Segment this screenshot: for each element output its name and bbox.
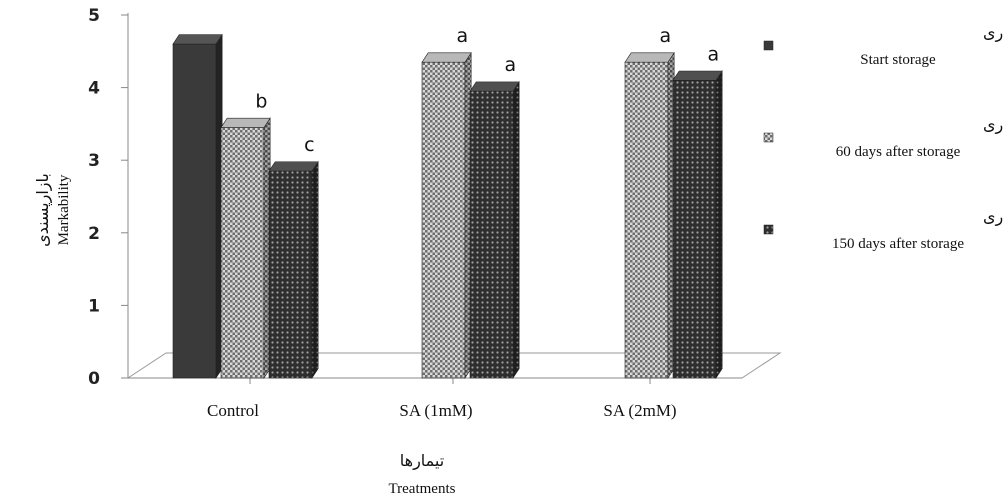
bar-front xyxy=(268,170,313,379)
bar-front xyxy=(469,90,514,379)
significance-label: b xyxy=(255,91,267,113)
legend-label-fa: ۱۵۰ روز نگهداری xyxy=(983,207,1003,227)
significance-label: a xyxy=(457,25,469,47)
bar xyxy=(624,51,675,380)
significance-label: a xyxy=(660,25,672,47)
bar xyxy=(220,117,271,380)
bar-top xyxy=(268,161,319,172)
x-axis-title: Treatments xyxy=(389,481,456,497)
legend: شروع نگهداری Start storage ۶۰ روز نگهداری 6… xyxy=(763,23,1003,252)
significance-label: c xyxy=(304,134,314,156)
bar-top xyxy=(421,52,472,63)
y-tick-label: 0 xyxy=(88,369,100,389)
y-tick-label: 4 xyxy=(88,79,100,99)
category-label: SA (1mM) xyxy=(399,401,472,420)
y-tick-label: 2 xyxy=(88,224,100,244)
bar xyxy=(268,160,319,380)
bar-front xyxy=(672,80,717,379)
legend-label: 150 days after storage xyxy=(832,236,964,252)
bar xyxy=(172,33,223,380)
legend-swatch xyxy=(763,132,774,143)
y-tick-label: 5 xyxy=(88,6,100,26)
legend-swatch xyxy=(763,224,774,235)
x-axis-title-fa: تیمارها xyxy=(400,451,444,471)
bar-side xyxy=(715,69,723,380)
y-tick-labels: 0 1 2 3 4 5 xyxy=(88,6,100,389)
category-label: Control xyxy=(207,401,259,420)
bar-top xyxy=(172,34,223,45)
bar-front xyxy=(220,127,265,379)
y-tick-label: 3 xyxy=(88,151,100,171)
y-axis-title: Markability xyxy=(56,174,72,245)
category-label: SA (2mM) xyxy=(603,401,676,420)
bar-top xyxy=(220,117,271,128)
significance-label: a xyxy=(505,54,517,76)
bar-front xyxy=(421,61,466,379)
legend-label: 60 days after storage xyxy=(836,144,961,160)
category-labels: Control SA (1mM) SA (2mM) xyxy=(207,401,677,420)
legend-swatch xyxy=(763,40,774,51)
legend-label: Start storage xyxy=(860,52,936,68)
significance-label: a xyxy=(708,43,720,65)
bar-side xyxy=(311,160,319,380)
bar-top xyxy=(469,81,520,92)
bar-front xyxy=(172,43,217,379)
y-axis-title-fa: بازارپسندی xyxy=(33,173,53,247)
bar-side xyxy=(512,80,520,380)
bar xyxy=(469,80,520,380)
bar-top xyxy=(624,52,675,63)
bar xyxy=(672,69,723,380)
bars xyxy=(172,33,723,380)
bar-front xyxy=(624,61,669,379)
y-tick-label: 1 xyxy=(88,296,100,316)
legend-label-fa: شروع نگهداری xyxy=(983,23,1003,43)
bar xyxy=(421,51,472,380)
bar-top xyxy=(672,70,723,81)
legend-label-fa: ۶۰ روز نگهداری xyxy=(983,115,1003,135)
significance-labels: b c a a a a xyxy=(255,25,719,156)
